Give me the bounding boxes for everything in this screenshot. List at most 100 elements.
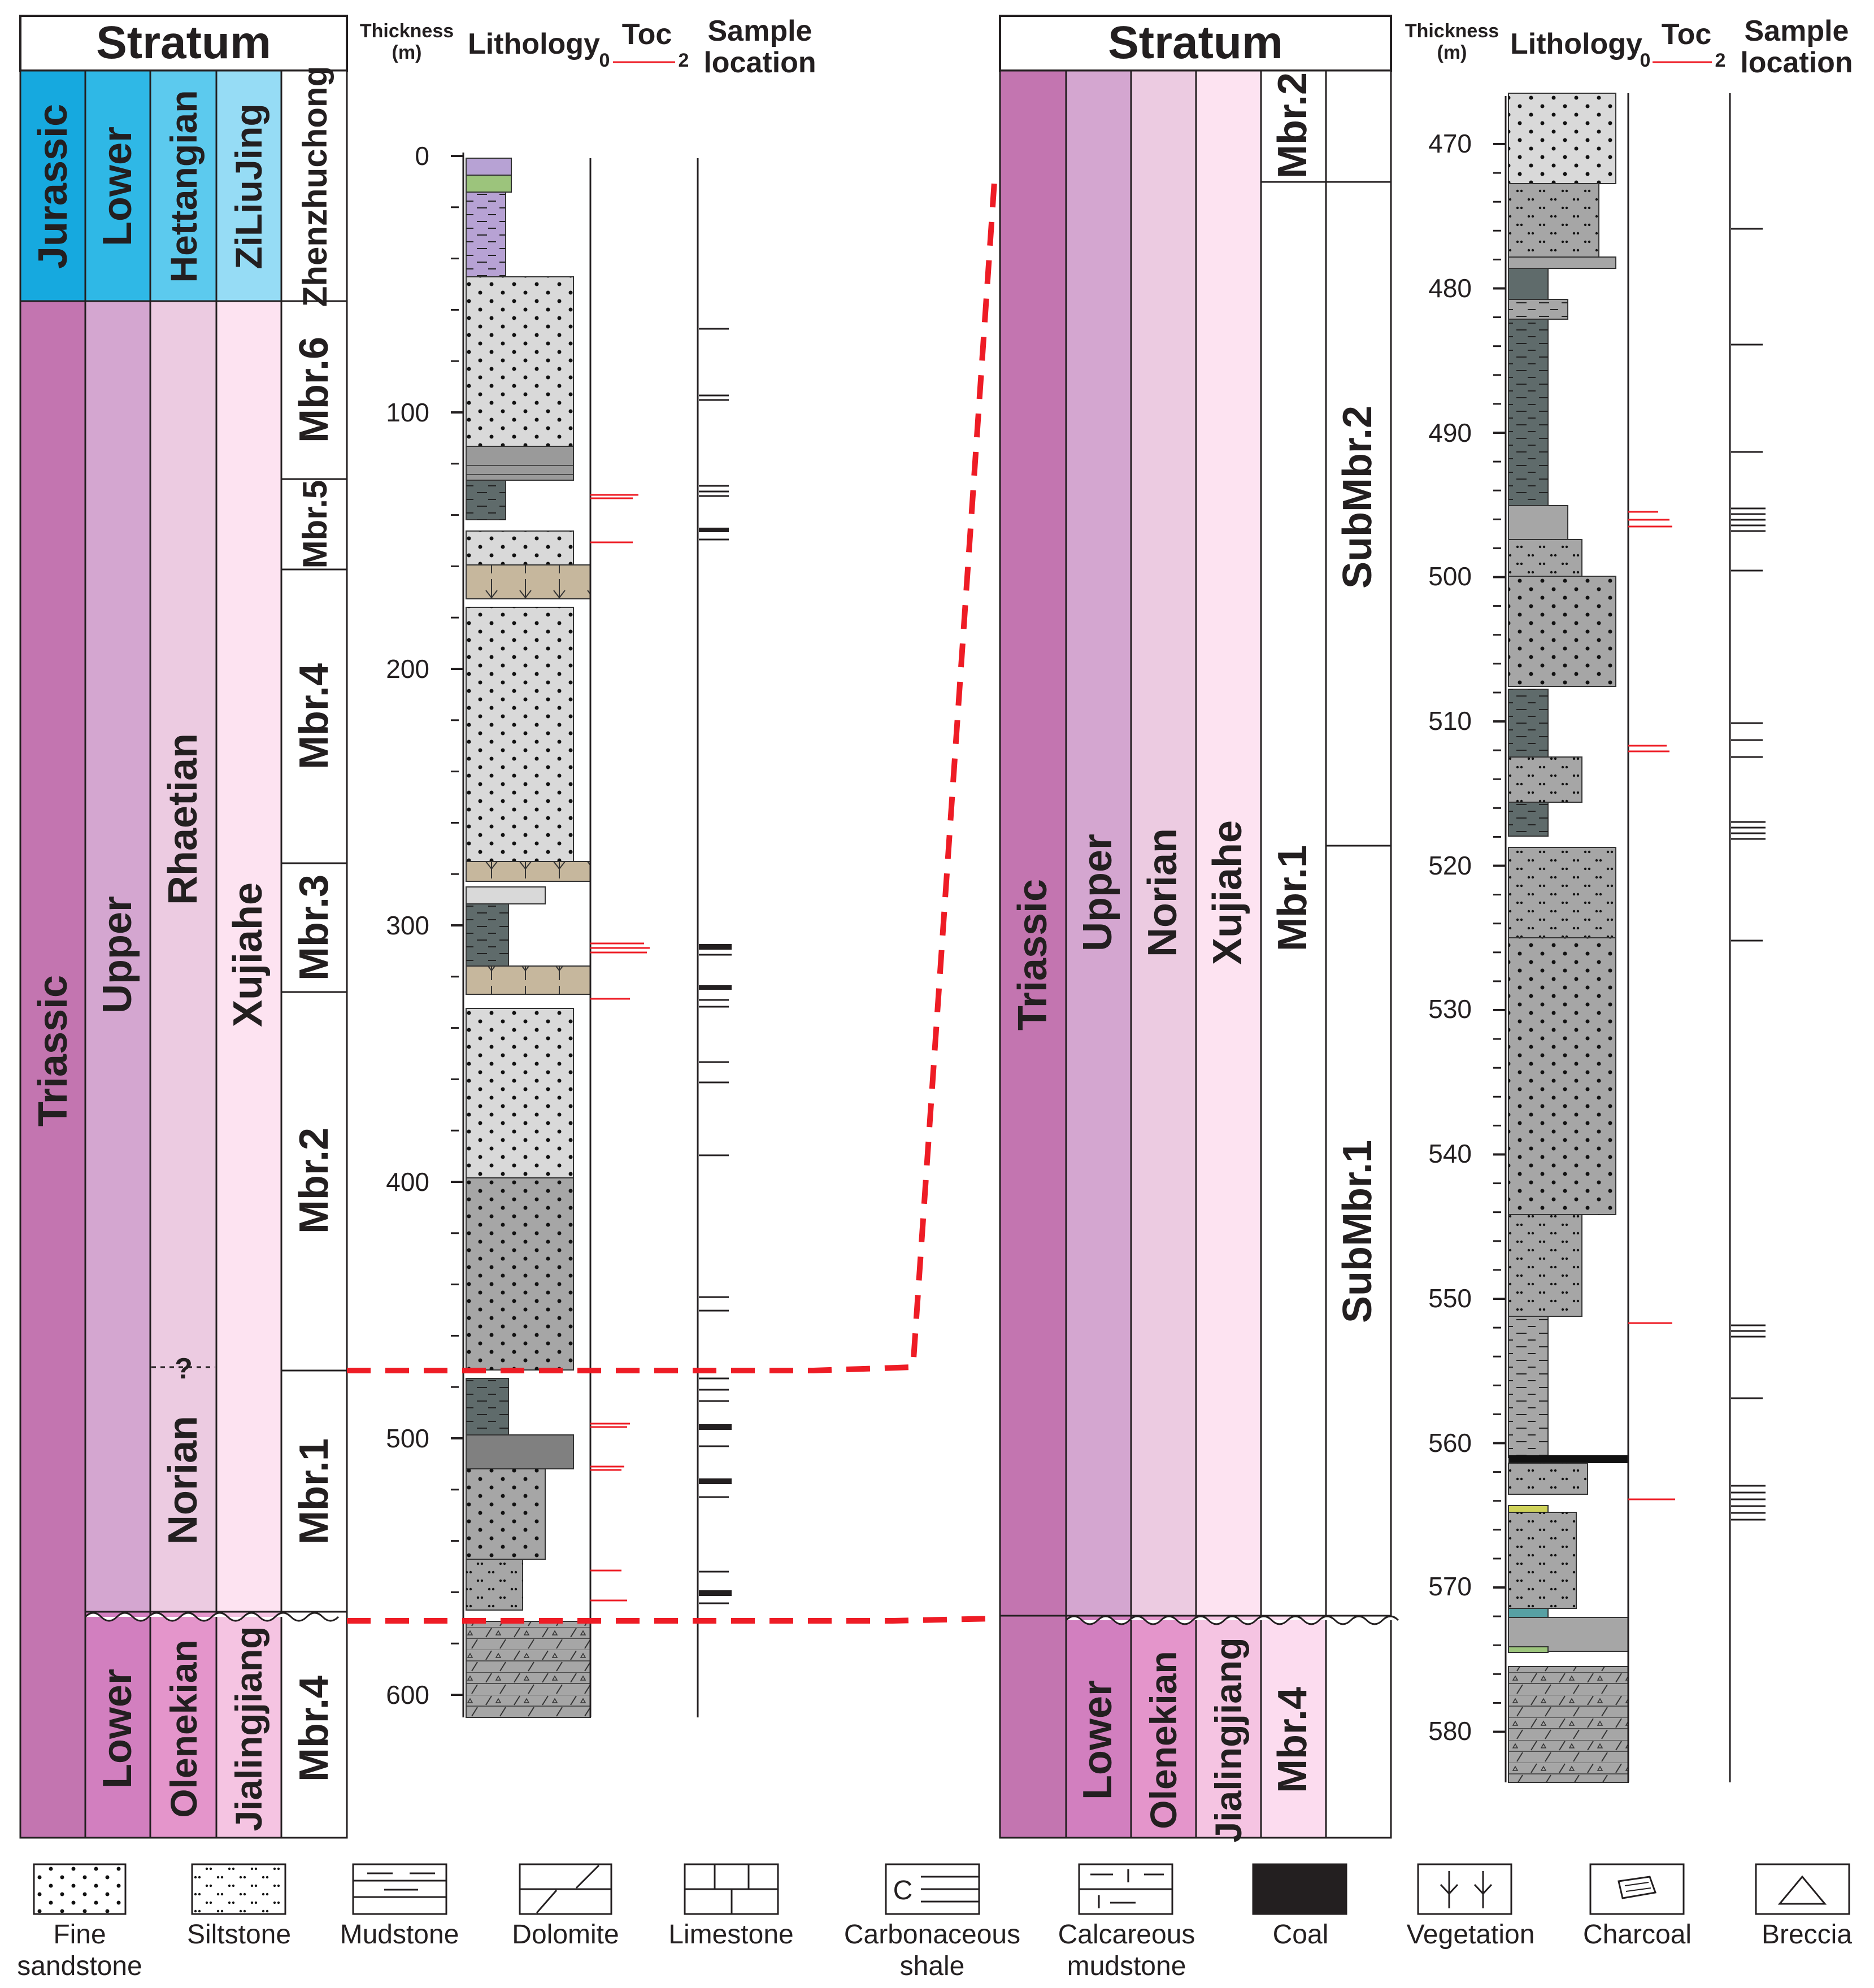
- left-thickness-label: Thickness: [360, 20, 454, 42]
- label-triassic: Triassic: [31, 975, 76, 1126]
- legend-label-vegetation: Vegetation: [1407, 1920, 1535, 1950]
- legend-label-charcoal: Charcoal: [1583, 1920, 1692, 1950]
- member-mbr2-cell: [280, 991, 348, 1372]
- legend-label-fine: Fine: [53, 1920, 106, 1950]
- right-tick-480: 480: [1428, 273, 1472, 303]
- legend-label-mudstone2: mudstone: [1067, 1951, 1186, 1981]
- right-tick-560: 560: [1428, 1428, 1472, 1458]
- left-tick-500: 500: [386, 1424, 429, 1453]
- left-toc-label: Toc: [622, 18, 672, 51]
- right-member-mbr1-cell: [1260, 181, 1327, 1617]
- right-tick-580: 580: [1428, 1716, 1472, 1746]
- member-mbr4-cell: [280, 568, 348, 864]
- member-mbr5-cell: [280, 478, 348, 571]
- legend-charcoal: Charcoal: [1583, 1863, 1692, 1950]
- legend-label-dolomite: Dolomite: [512, 1920, 619, 1950]
- right-member-mbr4-cell: [1260, 1615, 1327, 1839]
- left-depth-axis: 0 100 200 300 400 500 600: [386, 141, 464, 1717]
- carbonaceous-c-icon: C: [893, 1876, 913, 1906]
- label-ziliujing: ZiLiuJing: [228, 103, 269, 269]
- right-depth-axis: 470 480 490 500 510 520 530 540 550 560 …: [1428, 96, 1507, 1782]
- left-toc-marks: [590, 494, 650, 1602]
- series-upper-cell: [84, 300, 151, 1613]
- right-series-upper-cell: [1065, 69, 1132, 1617]
- legend-calcareous-mudstone: I I Calcareous mudstone: [1058, 1863, 1195, 1981]
- legend-vegetation: Vegetation: [1407, 1863, 1535, 1950]
- right-toc-marks: [1628, 511, 1675, 1500]
- right-minor-ticks: [1493, 143, 1506, 1733]
- right-toc-min: 0: [1640, 50, 1651, 71]
- system-triassic-cell: [19, 300, 86, 1839]
- right-submember-lower-cell: [1325, 1615, 1392, 1839]
- left-header-title: Stratum: [96, 17, 271, 68]
- legend-label-shale: shale: [900, 1951, 965, 1981]
- right-sample-label: Sample: [1745, 15, 1849, 47]
- left-minor-ticks: [451, 155, 463, 1696]
- label-mbr2: Mbr.2: [292, 1128, 337, 1234]
- charcoal-icon: [1618, 1876, 1657, 1899]
- legend: Fine sandstone Siltstone Mudstone Dolomi…: [17, 1863, 1852, 1981]
- right-tick-470: 470: [1428, 129, 1472, 158]
- right-label-olenekian: Olenekian: [1142, 1651, 1184, 1829]
- legend-label-mudstone: Mudstone: [340, 1920, 459, 1950]
- right-label-triassic: Triassic: [1010, 879, 1055, 1030]
- right-header-title: Stratum: [1108, 17, 1283, 68]
- label-olenekian: Olenekian: [163, 1639, 205, 1817]
- left-tick-200: 200: [386, 654, 429, 684]
- legend-label-carbonaceous: Carbonaceous: [844, 1920, 1020, 1950]
- correlation-lines: [347, 179, 1260, 1624]
- calcareous-i-icon: I: [1125, 1865, 1131, 1887]
- right-toc-label: Toc: [1662, 18, 1712, 51]
- stage-upper-cell: [149, 300, 218, 1613]
- right-unconformity-wave: [1065, 1615, 1399, 1625]
- member-zhenzhuchong-cell: [280, 69, 348, 302]
- right-lithology-label: Lithology: [1510, 28, 1642, 60]
- right-label-jialingjiang: Jialingjiang: [1207, 1637, 1249, 1842]
- legend-limestone: Limestone: [668, 1863, 794, 1950]
- label-lower-triassic: Lower: [95, 1669, 140, 1789]
- right-stage-olenekian-cell: [1130, 1615, 1197, 1839]
- member-mbr1-cell: [280, 1369, 348, 1613]
- label-hettangian: Hettangian: [163, 90, 205, 282]
- right-label-mbr4: Mbr.4: [1270, 1687, 1315, 1793]
- label-xujiahe: Xujiahe: [225, 882, 271, 1027]
- right-submember-sub1-cell: [1325, 845, 1392, 1617]
- member-mbr6-cell: [280, 300, 348, 480]
- left-stratum-panel: Stratum Jurassic Lower Hettangian ZiLiuJ…: [19, 15, 816, 1839]
- left-location-label: location: [703, 46, 816, 79]
- correlation-line-lower: [347, 1614, 1071, 1624]
- left-sample-marks: [699, 328, 732, 1604]
- legend-carbonaceous-shale: C Carbonaceous shale: [844, 1863, 1020, 1981]
- right-thickness-label: Thickness: [1405, 20, 1499, 42]
- right-tick-570: 570: [1428, 1572, 1472, 1601]
- right-label-norian: Norian: [1140, 828, 1185, 957]
- right-label-upper: Upper: [1075, 834, 1120, 951]
- right-label-mbr2: Mbr.2: [1270, 72, 1315, 179]
- label-lower-jurassic: Lower: [95, 127, 140, 246]
- breccia-triangle-icon: [1777, 1875, 1827, 1905]
- right-header-box: [999, 15, 1392, 72]
- formation-xujiahe-cell: [215, 300, 282, 1613]
- label-zhenzhuchong: Zhenzhuchong: [296, 66, 334, 307]
- calcareous-i-icon-2: I: [1096, 1891, 1101, 1913]
- right-tick-530: 530: [1428, 994, 1472, 1024]
- left-tick-300: 300: [386, 911, 429, 940]
- right-toc-max: 2: [1715, 50, 1726, 71]
- label-rhaetian: Rhaetian: [160, 733, 206, 905]
- label-mbr3: Mbr.3: [292, 875, 337, 981]
- left-sample-label: Sample: [708, 15, 812, 47]
- series-lower-cell: [84, 1611, 151, 1839]
- legend-siltstone: Siltstone: [187, 1863, 291, 1950]
- right-label-sub1: SubMbr.1: [1335, 1140, 1380, 1323]
- legend-label-calcareous: Calcareous: [1058, 1920, 1195, 1950]
- legend-label-coal: Coal: [1273, 1920, 1329, 1950]
- left-toc-min: 0: [599, 50, 610, 71]
- right-tick-540: 540: [1428, 1139, 1472, 1168]
- right-tick-520: 520: [1428, 851, 1472, 880]
- member-mbr3-cell: [280, 862, 348, 993]
- right-label-sub2: SubMbr.2: [1335, 406, 1380, 589]
- left-header-box: [19, 15, 348, 72]
- label-jialingjiang: Jialingjiang: [228, 1626, 269, 1831]
- legend-label-siltstone: Siltstone: [187, 1920, 291, 1950]
